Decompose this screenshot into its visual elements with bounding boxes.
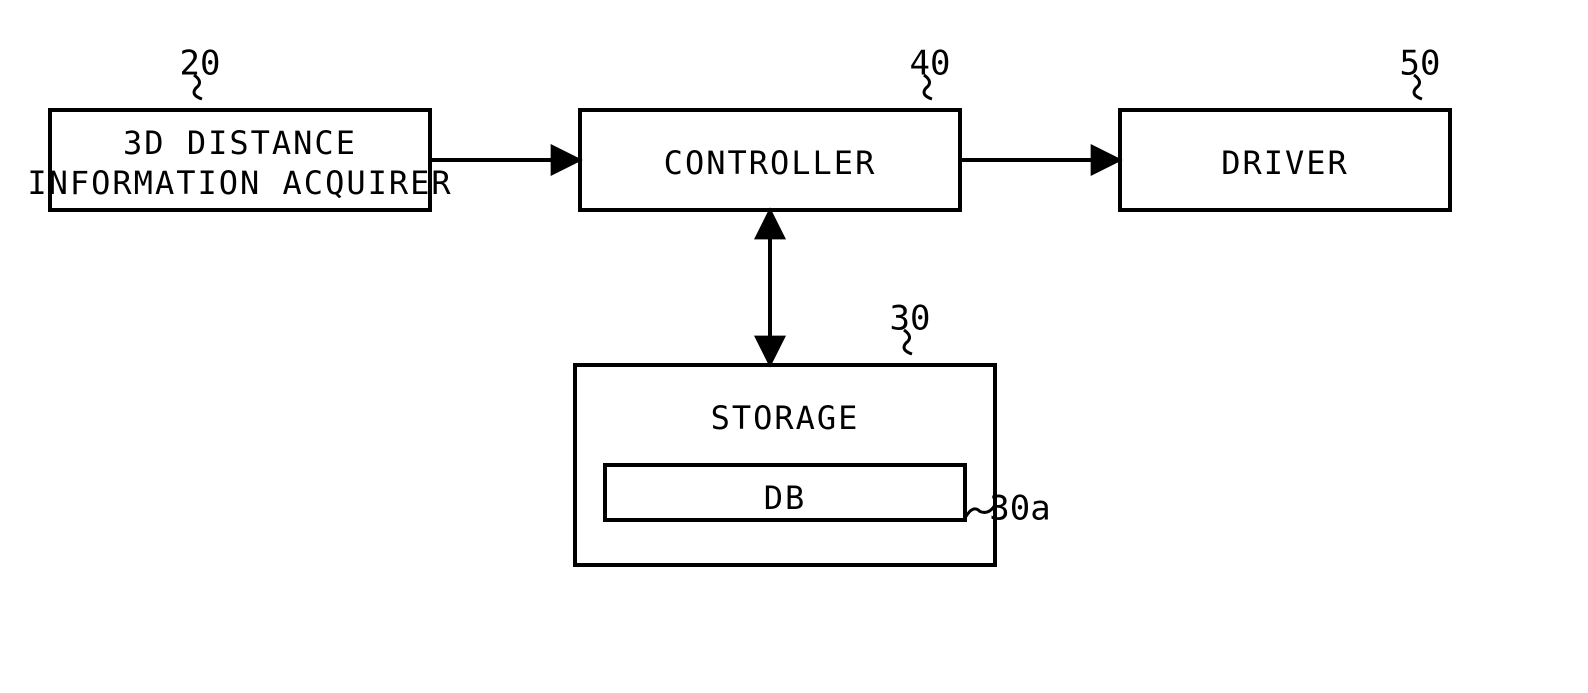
- svg-text:30: 30: [890, 299, 931, 339]
- block-diagram: 3D DISTANCEINFORMATION ACQUIRER 20 CONTROL…: [0, 0, 1588, 693]
- svg-text:20: 20: [180, 44, 221, 84]
- svg-text:INFORMATION ACQUIRER: INFORMATION ACQUIRER: [27, 164, 452, 202]
- svg-text:3D DISTANCE: 3D DISTANCE: [123, 124, 357, 162]
- svg-text:STORAGE: STORAGE: [711, 399, 860, 437]
- svg-text:40: 40: [910, 44, 951, 84]
- svg-text:30a: 30a: [989, 489, 1050, 529]
- svg-text:50: 50: [1400, 44, 1441, 84]
- svg-text:DB: DB: [764, 479, 807, 517]
- svg-text:CONTROLLER: CONTROLLER: [664, 144, 877, 182]
- svg-text:DRIVER: DRIVER: [1221, 144, 1349, 182]
